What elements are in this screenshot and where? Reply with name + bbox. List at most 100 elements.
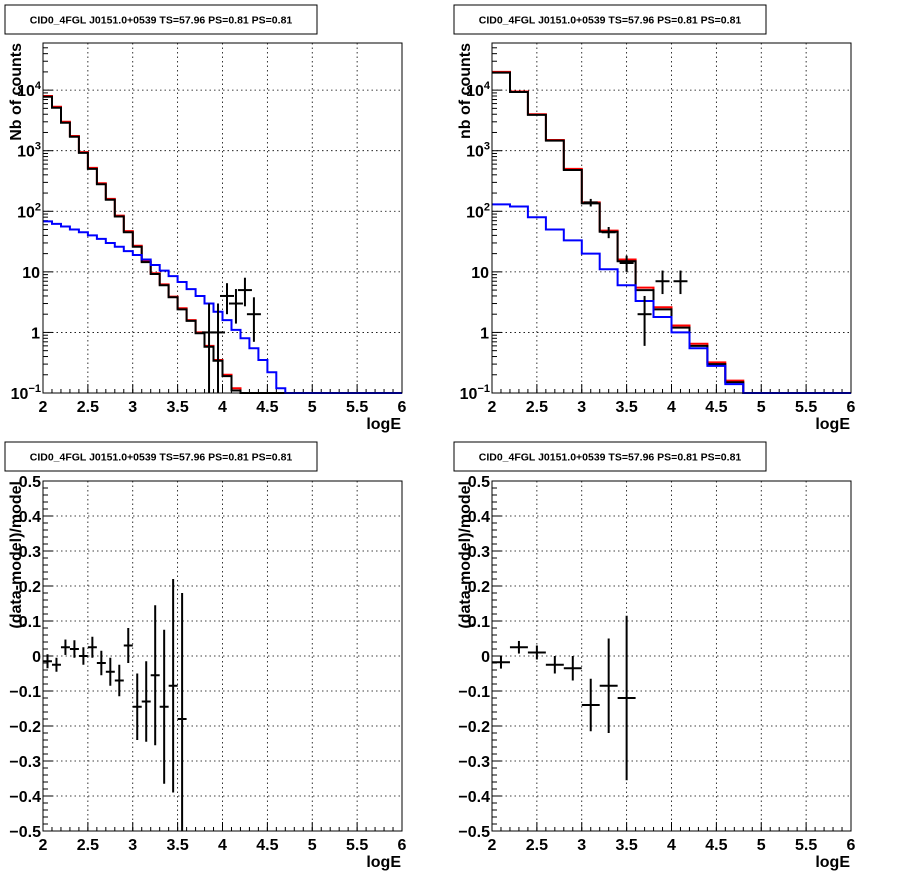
x-tick-label: 5 <box>757 399 766 416</box>
chart-title-box: CID0_4FGL J0151.0+0539 TS=57.96 PS=0.81 … <box>4 4 318 35</box>
y-tick-label: 10−1 <box>11 383 41 403</box>
y-tick-label: 0.3 <box>468 544 490 561</box>
y-tick-label: 103 <box>17 141 41 161</box>
y-tick-label: 1 <box>31 325 40 342</box>
x-tick-label: 4 <box>218 399 227 416</box>
x-tick-label: 6 <box>847 399 856 416</box>
y-tick-label: −0.5 <box>9 824 41 841</box>
x-tick-label: 6 <box>398 399 407 416</box>
chart-title: CID0_4FGL J0151.0+0539 TS=57.96 PS=0.81 … <box>479 452 742 464</box>
y-tick-label: −0.3 <box>9 754 41 771</box>
x-tick-label: 3.5 <box>616 399 638 416</box>
y-tick-label: −0.2 <box>9 719 41 736</box>
spectrum-panel-left: 2 2.5 3 3.5 4 4.5 5 5.5 6 10−1 1 10 102 103 104 logE Nb … <box>4 4 407 433</box>
x-tick-label: 5 <box>757 837 766 854</box>
y-axis-label: (data-model)/model <box>8 481 25 629</box>
y-tick-label: −0.5 <box>458 824 490 841</box>
x-tick-label: 2 <box>488 399 497 416</box>
y-tick-label: 0.1 <box>468 614 490 631</box>
x-tick-label: 3 <box>128 837 137 854</box>
y-tick-label: 0.5 <box>19 474 41 491</box>
x-axis-label: logE <box>815 854 850 871</box>
x-tick-label: 3 <box>577 837 586 854</box>
y-tick-label: 102 <box>466 201 490 221</box>
x-tick-label: 3.5 <box>167 837 189 854</box>
residual-panel-left: 2 2.5 3 3.5 4 4.5 5 5.5 6 −0.5 −0.4 −0.3 −0.2 −0.1 0 0.… <box>4 441 407 871</box>
spectrum-panel-right: 2 2.5 3 3.5 4 4.5 5 5.5 6 10−1 1 10 102 103 104 logE nb … <box>453 4 856 433</box>
x-tick-label: 4.5 <box>705 399 727 416</box>
series-line-1 <box>43 95 402 394</box>
y-tick-label: 0.5 <box>468 474 490 491</box>
y-tick-label: 10 <box>471 265 489 282</box>
x-tick-label: 2.5 <box>526 399 548 416</box>
y-tick-label: 10 <box>22 265 40 282</box>
x-tick-label: 2.5 <box>77 399 99 416</box>
title-box-frame <box>4 441 318 472</box>
y-tick-label: 0.1 <box>19 614 41 631</box>
x-tick-label: 3.5 <box>167 399 189 416</box>
x-tick-label: 4 <box>667 399 676 416</box>
plot-frame <box>491 480 852 832</box>
y-tick-label: −0.2 <box>458 719 490 736</box>
x-tick-label: 5 <box>308 837 317 854</box>
x-tick-label: 2 <box>488 837 497 854</box>
chart-title-box: CID0_4FGL J0151.0+0539 TS=57.96 PS=0.81 … <box>4 441 318 472</box>
x-tick-label: 3 <box>128 399 137 416</box>
x-tick-label: 6 <box>398 837 407 854</box>
x-axis-label: logE <box>366 854 401 871</box>
y-tick-label: 10−1 <box>460 383 490 403</box>
x-tick-label: 5.5 <box>346 837 368 854</box>
residual-panel-right: 2 2.5 3 3.5 4 4.5 5 5.5 6 −0.5 −0.4 −0.3 −0.2 −0.1 0 0.… <box>453 441 856 871</box>
x-tick-label: 2 <box>39 399 48 416</box>
x-tick-label: 5.5 <box>795 399 817 416</box>
chart-title: CID0_4FGL J0151.0+0539 TS=57.96 PS=0.81 … <box>30 15 293 27</box>
chart-title: CID0_4FGL J0151.0+0539 TS=57.96 PS=0.81 … <box>479 15 742 27</box>
x-axis-label: logE <box>366 416 401 433</box>
x-tick-label: 5.5 <box>795 837 817 854</box>
y-tick-label: 0 <box>32 649 41 666</box>
y-tick-label: 0.3 <box>19 544 41 561</box>
y-axis-label: (data-model)/model <box>457 481 474 629</box>
chart-title-box: CID0_4FGL J0151.0+0539 TS=57.96 PS=0.81 … <box>453 441 767 472</box>
plot-frame <box>42 42 403 394</box>
plot-frame <box>42 480 403 832</box>
y-tick-label: −0.4 <box>9 789 41 806</box>
y-tick-label: 104 <box>466 80 491 100</box>
y-tick-label: 0.4 <box>468 509 490 526</box>
plot-frame <box>491 42 852 394</box>
y-tick-label: −0.3 <box>458 754 490 771</box>
x-tick-label: 4.5 <box>256 399 278 416</box>
y-tick-label: 0.4 <box>19 509 41 526</box>
y-tick-label: 0.2 <box>19 579 41 596</box>
y-tick-label: 1 <box>480 325 489 342</box>
y-tick-label: −0.1 <box>9 684 41 701</box>
x-tick-label: 2.5 <box>77 837 99 854</box>
y-tick-label: 103 <box>466 141 490 161</box>
y-tick-label: 102 <box>17 201 41 221</box>
y-tick-label: −0.4 <box>458 789 490 806</box>
y-tick-label: 104 <box>17 80 42 100</box>
chart-title-box: CID0_4FGL J0151.0+0539 TS=57.96 PS=0.81 … <box>453 4 767 35</box>
y-tick-label: 0 <box>481 649 490 666</box>
x-tick-label: 6 <box>847 837 856 854</box>
x-axis-label: logE <box>815 416 850 433</box>
y-tick-label: 0.2 <box>468 579 490 596</box>
x-tick-label: 2 <box>39 837 48 854</box>
y-tick-label: −0.1 <box>458 684 490 701</box>
x-tick-label: 2.5 <box>526 837 548 854</box>
title-box-frame <box>453 441 767 472</box>
y-axis-label: Nb of counts <box>8 43 25 141</box>
x-tick-label: 4.5 <box>705 837 727 854</box>
x-tick-label: 4 <box>667 837 676 854</box>
title-box-frame <box>4 4 318 35</box>
x-tick-label: 5 <box>308 399 317 416</box>
title-box-frame <box>453 4 767 35</box>
x-tick-label: 3.5 <box>616 837 638 854</box>
chart-title: CID0_4FGL J0151.0+0539 TS=57.96 PS=0.81 … <box>30 452 293 464</box>
series-line-0 <box>43 95 402 394</box>
y-axis-label: nb of counts <box>457 43 474 139</box>
x-tick-label: 3 <box>577 399 586 416</box>
x-tick-label: 4.5 <box>256 837 278 854</box>
x-tick-label: 5.5 <box>346 399 368 416</box>
